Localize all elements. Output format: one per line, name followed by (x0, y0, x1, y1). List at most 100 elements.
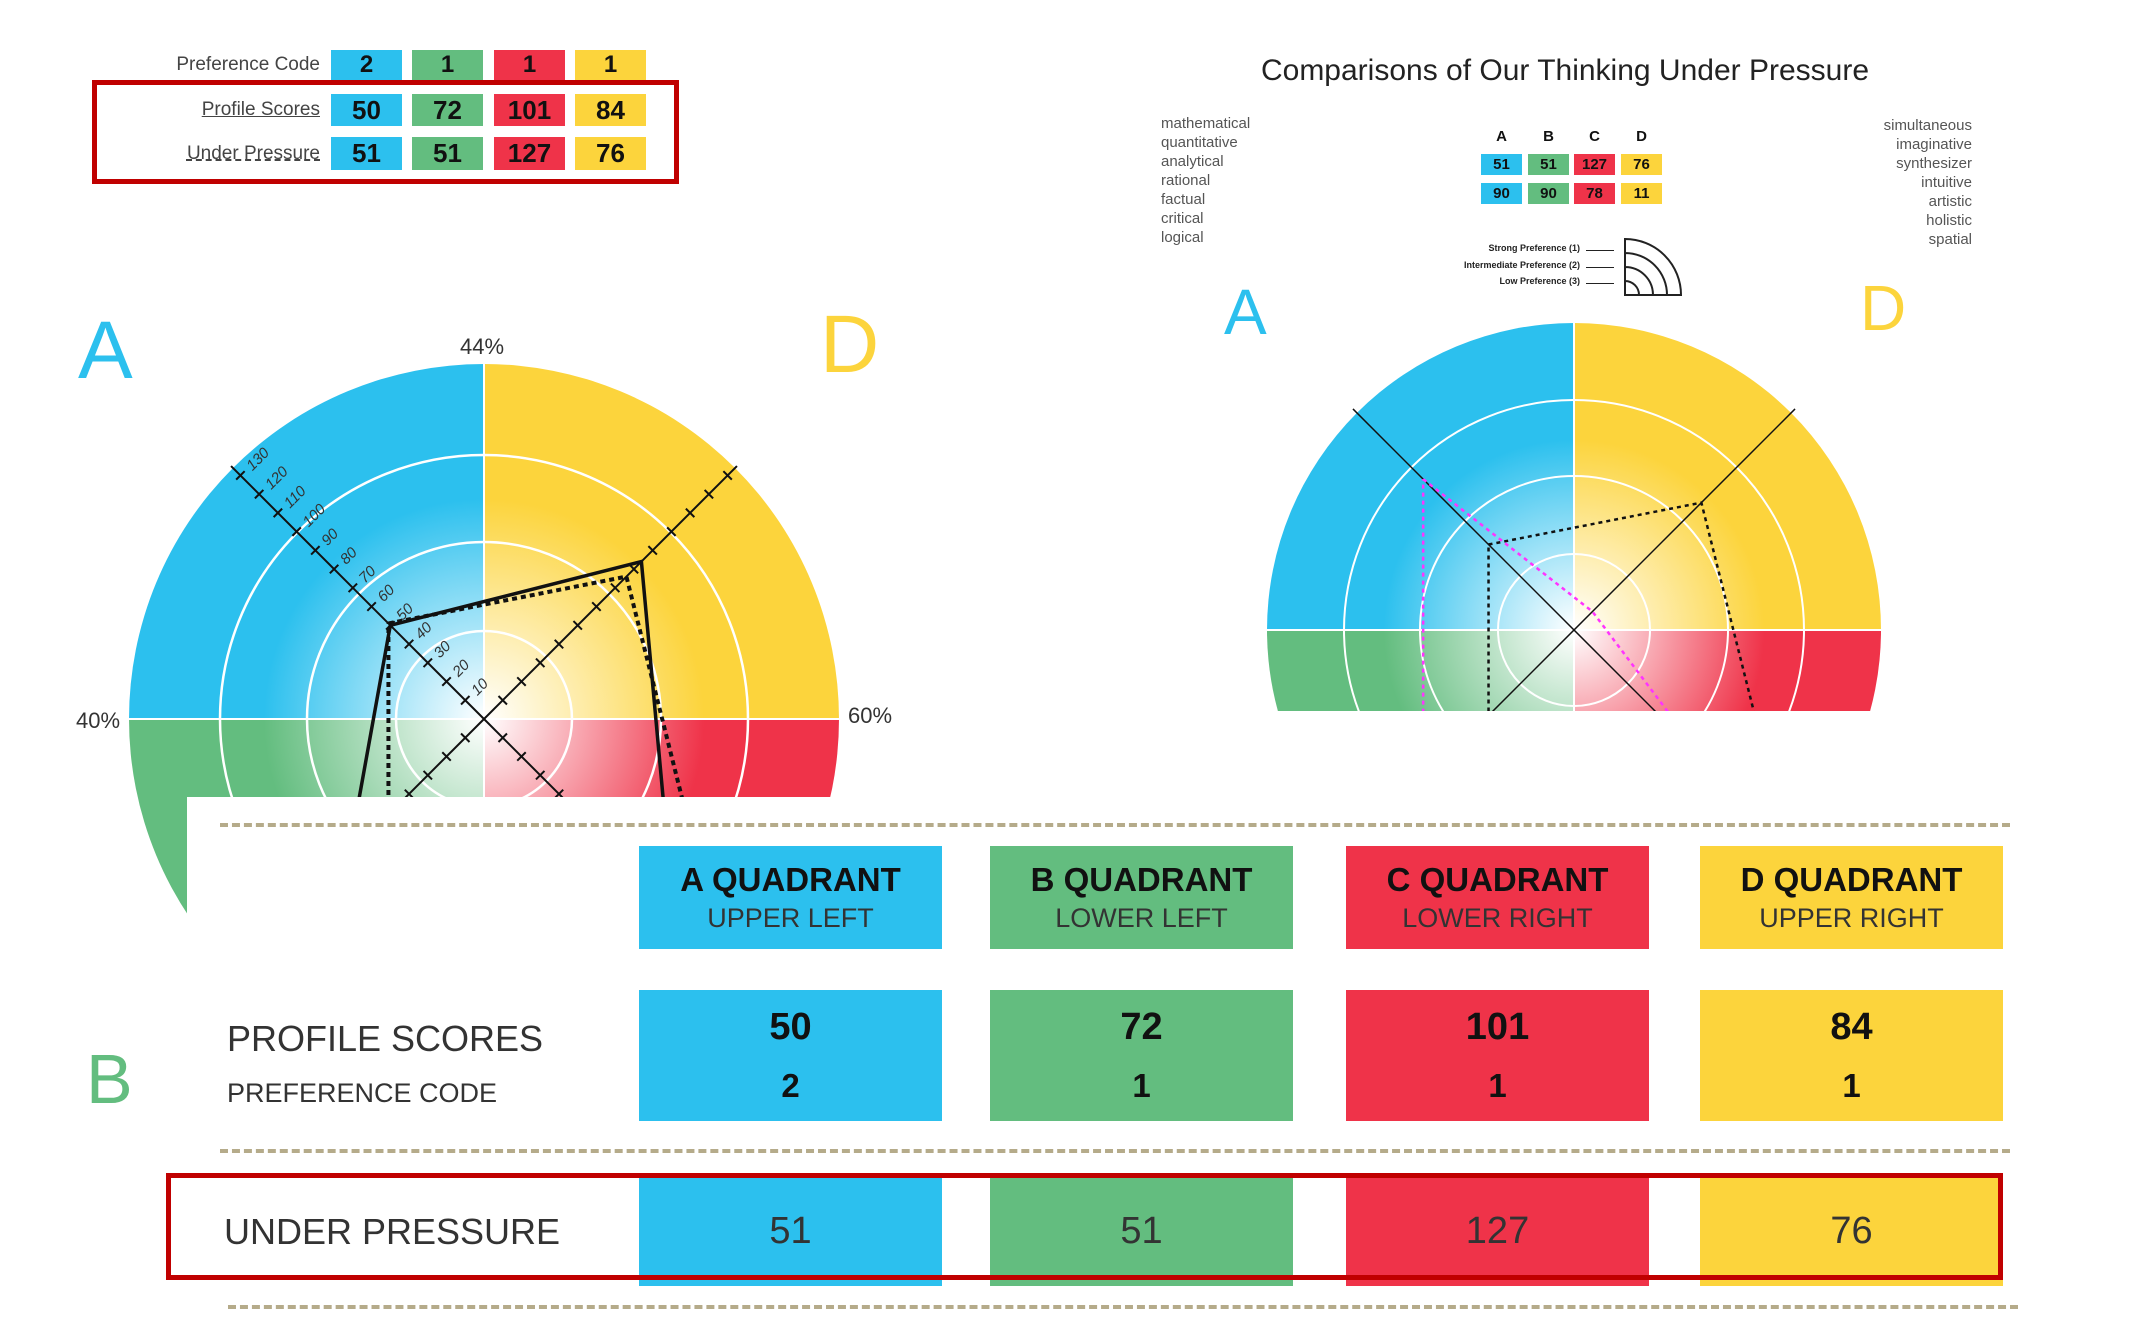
axis-tick (404, 639, 414, 649)
word-item: critical (1161, 210, 1204, 227)
quadrant-subtitle: LOWER RIGHT (1402, 903, 1593, 933)
preference-code-cell-d: 1 (575, 50, 646, 80)
highlight-box-bottom (166, 1173, 2003, 1280)
axis-tick (554, 639, 564, 649)
axis-tick (310, 545, 321, 556)
axis-tick (422, 770, 433, 781)
quadrant-letter-b: B (86, 1040, 133, 1118)
word-item: artistic (1928, 193, 1972, 210)
axis-tick (441, 676, 452, 687)
profile-scores-label: PROFILE SCORES (227, 1018, 544, 1059)
comparison-radar-chart (1267, 323, 1881, 711)
word-item: spatial (1928, 231, 1972, 248)
divider (220, 1149, 2010, 1153)
percent-left: 40% (76, 708, 121, 733)
axis-tick (254, 489, 265, 500)
divider (220, 823, 2010, 827)
profile-score-cell-d: 84 (575, 94, 646, 126)
legend-label: Low Preference (3) (1499, 276, 1580, 286)
profile-score-cell-c: 101 (494, 94, 565, 126)
axis-tick (366, 601, 377, 612)
quadrant-b-sector (1267, 630, 1574, 711)
preference-code: 1 (1842, 1067, 1861, 1104)
mini-header-b: B (1543, 127, 1554, 145)
axis-tick (291, 526, 302, 537)
quadrant-letter-a: A (78, 305, 133, 396)
axis-tick (329, 564, 340, 575)
mini-cell-b: 51 (1528, 154, 1569, 175)
axis-tick (497, 695, 508, 706)
preference-code-label: Preference Code (176, 54, 320, 75)
profile-scores-link[interactable]: Profile Scores (201, 99, 320, 120)
quadrant-subtitle: UPPER LEFT (707, 903, 874, 933)
under-pressure-cell-c: 127 (1346, 1176, 1649, 1286)
profile-score-cell-a: 50 2 (639, 990, 942, 1121)
mini-cell-d: 76 (1621, 154, 1662, 175)
axis-tick (685, 507, 696, 518)
quadrant-title: B QUADRANT (1030, 861, 1253, 898)
axis-tick (722, 470, 733, 481)
word-item: intuitive (1921, 174, 1972, 191)
quadrant-subtitle: UPPER RIGHT (1759, 903, 1944, 933)
arrow-right-icon (1586, 250, 1614, 251)
mini-cell-a: 90 (1481, 183, 1522, 204)
ring (1497, 553, 1651, 707)
preference-code-cell-b: 1 (412, 50, 483, 80)
ring (1419, 475, 1729, 711)
axis-tick (404, 789, 414, 799)
word-item: imaginative (1896, 136, 1972, 153)
quadrant-header-a: A QUADRANT UPPER LEFT (639, 846, 942, 949)
word-item: logical (1161, 229, 1204, 246)
mini-header-a: A (1496, 127, 1507, 145)
under-pressure-cell-a: 51 (331, 137, 402, 170)
profile-score-cell-b: 72 (412, 94, 483, 126)
arrow-right-icon (1586, 283, 1614, 284)
axis-a (230, 465, 485, 720)
comparison-title: Comparisons of Our Thinking Under Pressu… (1260, 54, 1870, 87)
profile-score: 72 (1120, 1006, 1163, 1048)
preference-arcs-icon (1624, 237, 1683, 296)
axis-tick (347, 582, 358, 593)
divider (228, 1305, 2018, 1309)
profile-score-cell-d: 84 1 (1700, 990, 2003, 1121)
axis-d (483, 465, 738, 720)
preference-code: 1 (1488, 1067, 1507, 1104)
word-item: simultaneous (1883, 117, 1972, 134)
axis-tick (235, 470, 246, 481)
mini-cell-c: 78 (1574, 183, 1615, 204)
word-item: mathematical (1161, 115, 1251, 132)
profile-score-cell-a: 50 (331, 94, 402, 126)
axis-tick (554, 789, 564, 799)
legend-label: Strong Preference (1) (1488, 243, 1580, 253)
preference-code-cell-a: 2 (331, 50, 402, 80)
axis-tick (628, 564, 639, 575)
under-pressure-label: UNDER PRESSURE (224, 1211, 561, 1252)
quadrant-subtitle: LOWER LEFT (1055, 903, 1228, 933)
word-item: rational (1161, 172, 1211, 189)
percent-top: 44% (460, 334, 505, 359)
word-item: holistic (1926, 212, 1972, 229)
arrow-right-icon (1586, 267, 1614, 268)
preference-code: 2 (781, 1067, 800, 1104)
axis-tick (272, 507, 283, 518)
quadrant-header-b: B QUADRANT LOWER LEFT (990, 846, 1293, 949)
axis-tick (441, 751, 452, 762)
mini-cell-d: 11 (1621, 183, 1662, 204)
axis-tick (516, 751, 527, 762)
under-pressure-link[interactable]: Under Pressure (186, 143, 320, 164)
legend-label: Intermediate Preference (2) (1463, 260, 1580, 270)
preference-code: 1 (1132, 1067, 1151, 1104)
axis-tick (647, 545, 658, 556)
preference-code-cell-c: 1 (494, 50, 565, 80)
axis-tick (535, 657, 546, 668)
axis-tick (703, 489, 714, 500)
axis-tick (422, 657, 433, 668)
axis-tick (460, 695, 471, 706)
comparison-letter-a: A (1224, 276, 1267, 348)
word-item: quantitative (1161, 134, 1238, 151)
preference-code-label: PREFERENCE CODE (227, 1078, 498, 1108)
quadrant-header-c: C QUADRANT LOWER RIGHT (1346, 846, 1649, 949)
under-pressure-cell-a: 51 (639, 1176, 942, 1286)
under-pressure-cell-b: 51 (412, 137, 483, 170)
mini-cell-c: 127 (1574, 154, 1615, 175)
